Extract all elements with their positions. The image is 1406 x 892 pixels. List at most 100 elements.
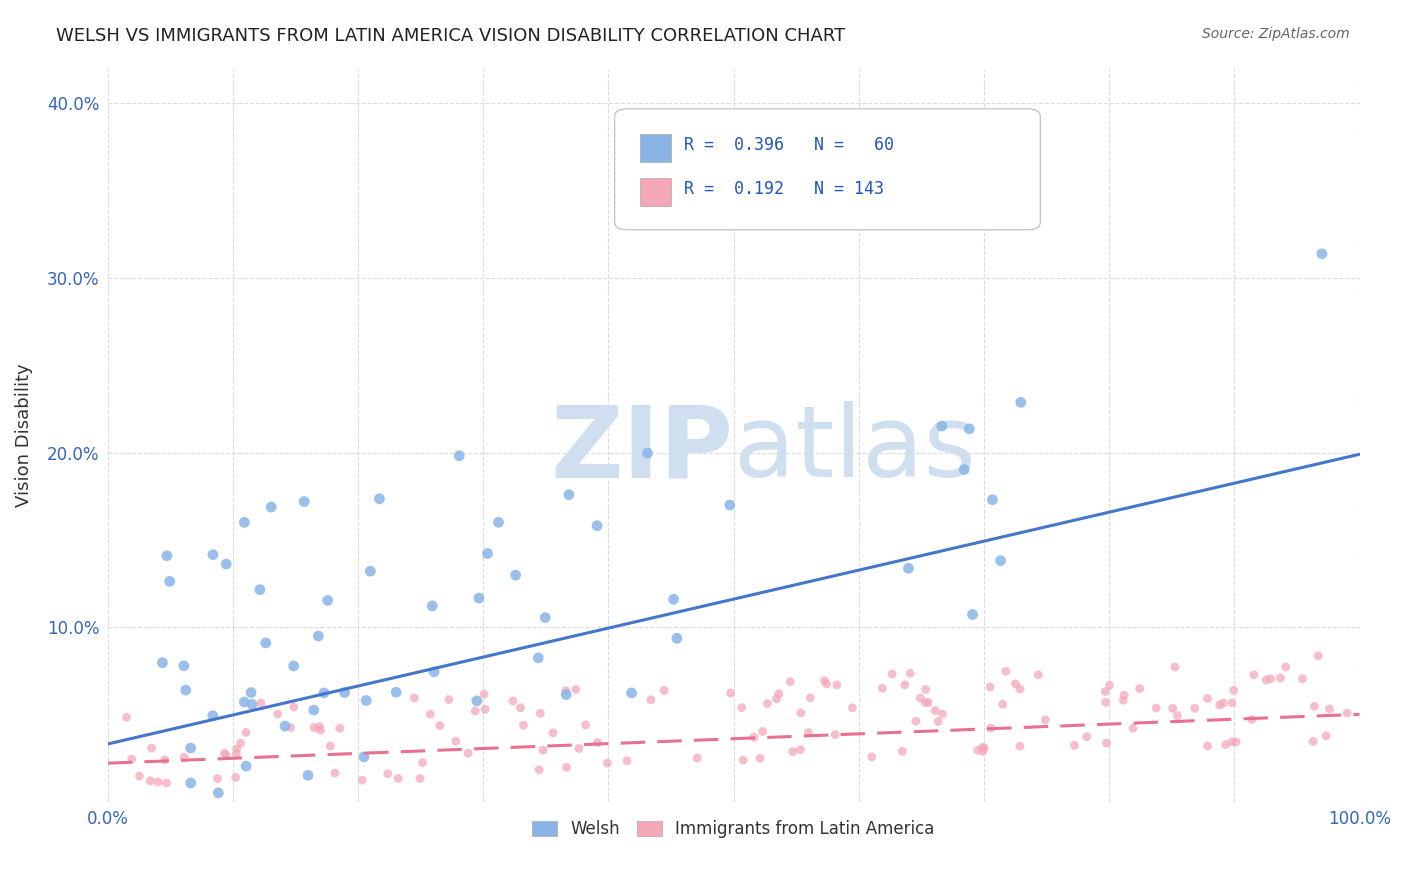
Immigrants from Latin America <box>235 725 257 739</box>
Immigrants from Latin America <box>141 741 163 756</box>
Welsh <box>152 656 174 670</box>
Welsh <box>423 665 446 679</box>
Welsh <box>254 636 277 650</box>
Immigrants from Latin America <box>1094 695 1116 709</box>
Welsh <box>981 492 1004 507</box>
Immigrants from Latin America <box>1144 701 1167 715</box>
Immigrants from Latin America <box>1008 739 1031 753</box>
Immigrants from Latin America <box>319 739 342 753</box>
Welsh <box>534 610 557 624</box>
Immigrants from Latin America <box>1166 708 1188 723</box>
Immigrants from Latin America <box>894 678 917 692</box>
Immigrants from Latin America <box>1114 688 1136 702</box>
Welsh <box>180 776 202 790</box>
Immigrants from Latin America <box>841 700 863 714</box>
Immigrants from Latin America <box>1164 660 1187 674</box>
Immigrants from Latin America <box>720 686 742 700</box>
Welsh <box>233 695 256 709</box>
Immigrants from Latin America <box>1010 681 1032 696</box>
Immigrants from Latin America <box>121 752 143 766</box>
Immigrants from Latin America <box>797 725 820 739</box>
Welsh <box>620 686 643 700</box>
Immigrants from Latin America <box>412 756 434 770</box>
Immigrants from Latin America <box>139 773 162 788</box>
Welsh <box>465 694 488 708</box>
Immigrants from Latin America <box>1291 672 1313 686</box>
Immigrants from Latin America <box>474 702 496 716</box>
Immigrants from Latin America <box>1026 668 1049 682</box>
Immigrants from Latin America <box>966 743 988 757</box>
Immigrants from Latin America <box>640 692 662 706</box>
Immigrants from Latin America <box>1033 713 1056 727</box>
Text: ZIP: ZIP <box>551 401 734 499</box>
Immigrants from Latin America <box>790 706 813 720</box>
Immigrants from Latin America <box>1122 722 1144 736</box>
Immigrants from Latin America <box>779 674 801 689</box>
FancyBboxPatch shape <box>614 109 1040 230</box>
Welsh <box>235 759 257 773</box>
Immigrants from Latin America <box>308 719 330 733</box>
Immigrants from Latin America <box>115 710 138 724</box>
Welsh <box>558 488 581 502</box>
Immigrants from Latin America <box>931 706 953 721</box>
Welsh <box>468 591 491 605</box>
Welsh <box>159 574 181 589</box>
Immigrants from Latin America <box>1215 738 1237 752</box>
Immigrants from Latin America <box>267 706 290 721</box>
FancyBboxPatch shape <box>640 135 671 162</box>
Immigrants from Latin America <box>825 678 848 692</box>
Immigrants from Latin America <box>1095 736 1118 750</box>
Welsh <box>586 518 609 533</box>
Welsh <box>233 516 256 530</box>
Welsh <box>249 582 271 597</box>
Welsh <box>283 659 305 673</box>
Immigrants from Latin America <box>782 745 804 759</box>
Immigrants from Latin America <box>1240 712 1263 726</box>
Immigrants from Latin America <box>568 741 591 756</box>
Immigrants from Latin America <box>555 760 578 774</box>
Immigrants from Latin America <box>824 728 846 742</box>
Text: atlas: atlas <box>734 401 976 499</box>
Immigrants from Latin America <box>891 744 914 758</box>
Welsh <box>488 516 510 530</box>
Immigrants from Latin America <box>329 721 352 735</box>
Immigrants from Latin America <box>1319 702 1341 716</box>
Immigrants from Latin America <box>979 680 1001 694</box>
Immigrants from Latin America <box>457 746 479 760</box>
Welsh <box>555 688 578 702</box>
Immigrants from Latin America <box>575 718 598 732</box>
Immigrants from Latin America <box>472 687 495 701</box>
Immigrants from Latin America <box>973 741 995 756</box>
Immigrants from Latin America <box>155 776 177 790</box>
Immigrants from Latin America <box>464 704 486 718</box>
Immigrants from Latin America <box>215 748 238 763</box>
Immigrants from Latin America <box>409 772 432 786</box>
Immigrants from Latin America <box>1208 698 1230 712</box>
Immigrants from Latin America <box>994 665 1017 679</box>
Immigrants from Latin America <box>214 746 236 760</box>
Welsh <box>207 786 229 800</box>
Welsh <box>953 462 976 476</box>
Welsh <box>302 703 325 717</box>
Immigrants from Latin America <box>302 721 325 735</box>
Immigrants from Latin America <box>616 754 638 768</box>
Immigrants from Latin America <box>882 667 904 681</box>
Immigrants from Latin America <box>1212 696 1234 710</box>
Welsh <box>292 494 315 508</box>
Immigrants from Latin America <box>1076 730 1098 744</box>
Welsh <box>957 422 980 436</box>
Immigrants from Latin America <box>1220 696 1243 710</box>
Immigrants from Latin America <box>914 682 936 697</box>
Welsh <box>368 491 391 506</box>
Welsh <box>636 446 658 460</box>
Welsh <box>174 683 197 698</box>
Immigrants from Latin America <box>596 756 619 771</box>
Welsh <box>354 693 377 707</box>
Immigrants from Latin America <box>1302 734 1324 748</box>
Immigrants from Latin America <box>586 736 609 750</box>
Welsh <box>274 719 297 733</box>
Text: R =  0.396   N =   60: R = 0.396 N = 60 <box>683 136 894 154</box>
Immigrants from Latin America <box>352 773 374 788</box>
Text: R =  0.192   N = 143: R = 0.192 N = 143 <box>683 180 883 199</box>
Immigrants from Latin America <box>904 714 927 728</box>
